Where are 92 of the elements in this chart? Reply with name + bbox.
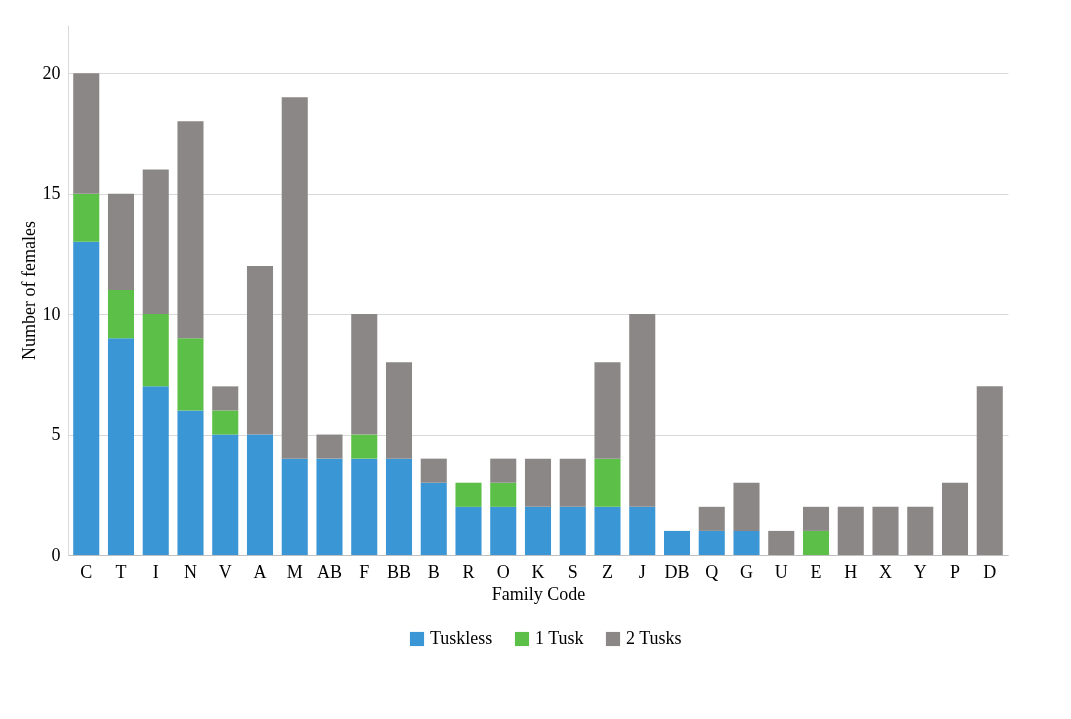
bar — [768, 530, 795, 555]
bar — [212, 410, 239, 435]
bar — [976, 386, 1003, 555]
x-tick-label: I — [152, 561, 159, 582]
bar — [594, 506, 621, 555]
bar — [107, 338, 135, 555]
x-tick-label: A — [253, 561, 267, 582]
x-tick-label: J — [638, 561, 646, 582]
y-tick-label: 15 — [42, 183, 61, 204]
x-tick-label: H — [844, 561, 858, 582]
bar — [107, 193, 135, 290]
bar — [559, 458, 586, 507]
bar — [142, 314, 169, 387]
x-tick-label: N — [184, 561, 197, 582]
y-tick-label: 20 — [42, 62, 61, 83]
bar — [490, 458, 517, 483]
bar — [316, 434, 343, 459]
bar — [177, 338, 204, 411]
bar — [281, 97, 308, 459]
bar — [698, 530, 725, 555]
bar — [246, 434, 274, 555]
bar — [733, 482, 760, 531]
x-tick-label: M — [286, 561, 303, 582]
x-tick-label: Y — [913, 561, 927, 582]
bar — [212, 434, 239, 555]
bar — [594, 458, 621, 507]
x-tick-label: BB — [386, 561, 412, 582]
bar — [107, 290, 135, 339]
bar — [212, 386, 239, 411]
x-tick-label: Q — [705, 561, 719, 582]
bar — [941, 482, 969, 555]
bar — [907, 506, 934, 555]
bar — [524, 458, 552, 507]
bar — [142, 169, 169, 315]
x-tick-label: X — [879, 561, 892, 582]
bar — [420, 482, 447, 555]
x-tick-label: O — [496, 561, 510, 582]
bar — [281, 458, 308, 555]
x-tick-label: F — [359, 561, 370, 582]
x-tick-label: Z — [602, 561, 613, 582]
bar — [385, 458, 413, 555]
x-tick-label: K — [531, 561, 545, 582]
x-tick-label: R — [462, 561, 475, 582]
bar — [385, 362, 413, 459]
bar — [629, 506, 656, 555]
bar — [872, 506, 899, 555]
bar — [420, 458, 447, 483]
bar — [73, 241, 100, 555]
bar — [663, 530, 691, 555]
bar — [73, 73, 100, 194]
x-tick-label: S — [567, 561, 578, 582]
x-axis-title: Family Code — [491, 583, 586, 604]
x-tick-label: B — [427, 561, 440, 582]
x-tick-label: V — [218, 561, 232, 582]
y-tick-label: 10 — [42, 303, 61, 324]
bar — [73, 193, 100, 242]
bar — [351, 314, 378, 435]
bar — [837, 506, 864, 555]
legend-label: 1 Tusk — [535, 628, 584, 648]
bar — [802, 506, 830, 531]
bar — [524, 506, 552, 555]
bar — [455, 482, 482, 507]
bar — [733, 530, 760, 555]
x-tick-label: U — [774, 561, 788, 582]
x-tick-label: G — [740, 561, 753, 582]
x-tick-label: D — [983, 561, 997, 582]
bar — [316, 458, 343, 555]
bar — [698, 506, 725, 531]
x-tick-label: E — [810, 561, 822, 582]
x-tick-label: DB — [664, 561, 690, 582]
bar — [351, 458, 378, 555]
y-tick-label: 5 — [51, 424, 61, 445]
legend-label: 2 Tusks — [626, 628, 682, 648]
legend-label: Tuskless — [430, 628, 493, 648]
bar — [490, 506, 517, 555]
bar — [802, 530, 830, 555]
x-tick-label: T — [115, 561, 127, 582]
bar — [490, 482, 517, 507]
bar — [177, 410, 204, 555]
bar — [246, 265, 274, 435]
bar — [142, 386, 169, 555]
bar — [559, 506, 586, 555]
bar — [629, 314, 656, 507]
bar — [351, 434, 378, 459]
x-tick-label: C — [80, 561, 93, 582]
y-axis-title: Number of females — [18, 221, 39, 360]
x-tick-label: AB — [316, 561, 343, 582]
bar — [594, 362, 621, 459]
bar — [455, 506, 482, 555]
y-tick-label: 0 — [51, 544, 61, 565]
x-tick-label: P — [950, 561, 961, 582]
bar — [177, 121, 204, 339]
